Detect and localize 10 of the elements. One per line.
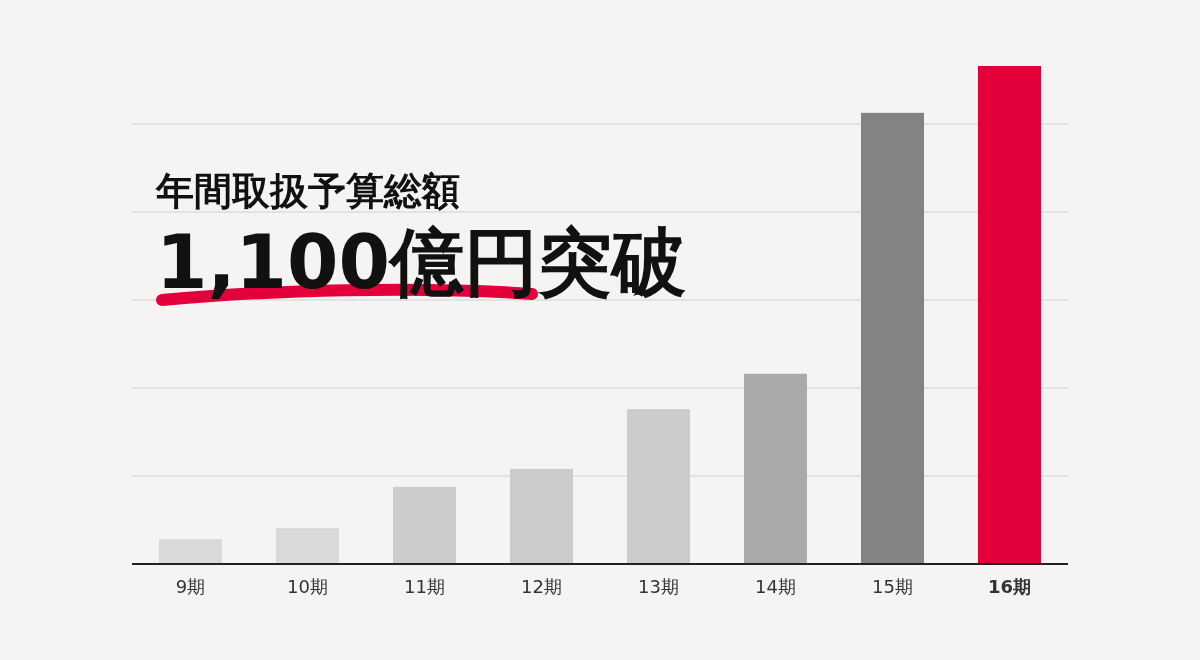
x-tick-label: 15期 xyxy=(872,576,913,597)
x-tick-label: 16期 xyxy=(987,576,1032,597)
x-tick-label: 10期 xyxy=(287,576,328,597)
x-tick-label: 12期 xyxy=(521,576,562,597)
text: 年間取扱予算総額 xyxy=(155,169,460,213)
x-tick-label: 11期 xyxy=(404,576,445,597)
x-tick-label: 14期 xyxy=(755,576,796,597)
text: 1,100億円突破 xyxy=(156,219,687,305)
x-tick-label: 9期 xyxy=(175,576,206,597)
x-tick-label: 13期 xyxy=(638,576,679,597)
